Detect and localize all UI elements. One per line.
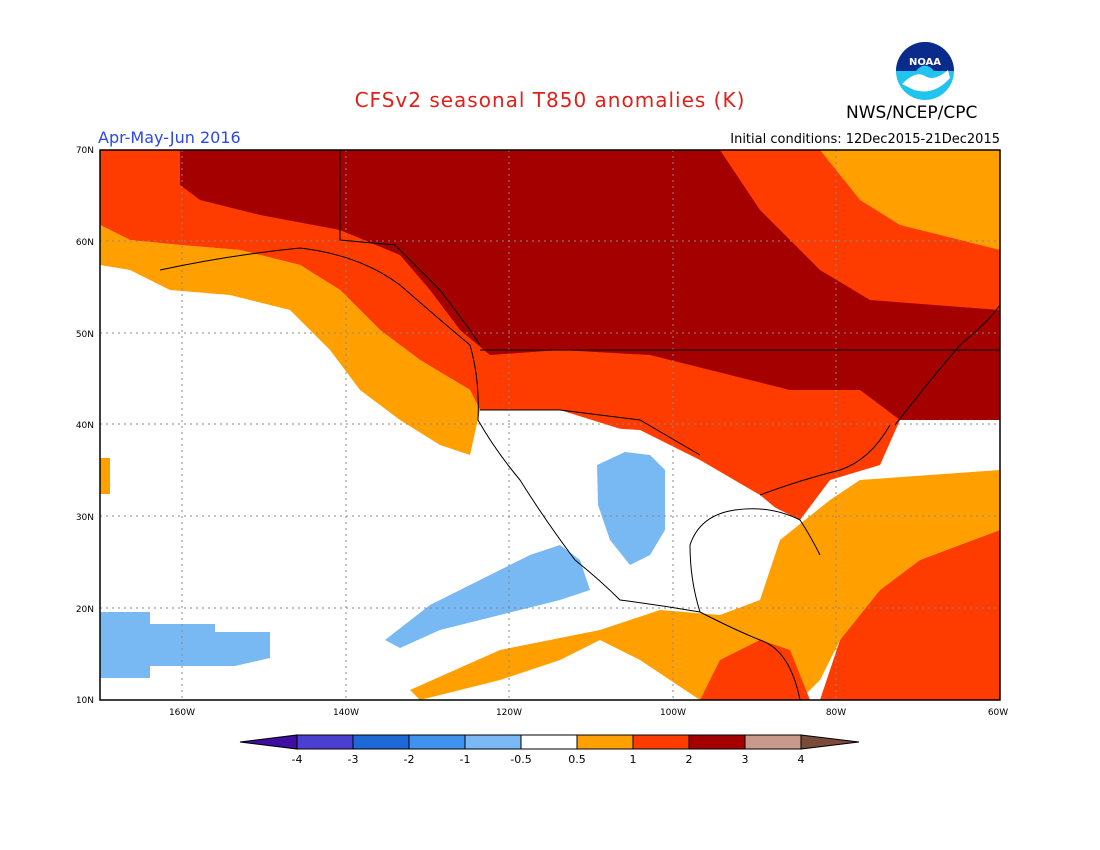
colorbar-segment	[408, 734, 466, 750]
lon-label-80w: 80W	[826, 708, 846, 718]
colorbar-tick-label: -3	[348, 753, 359, 766]
lon-label-100w: 100W	[660, 708, 686, 718]
lat-label-20: 20N	[76, 605, 94, 615]
lat-label-10: 10N	[76, 696, 94, 706]
longitude-axis: 160W 140W 120W 100W 80W 60W	[169, 708, 1008, 718]
anomaly-region-05-1-northeast	[820, 150, 1000, 250]
colorbar-segment	[520, 734, 578, 750]
lon-label-160w: 160W	[169, 708, 195, 718]
colorbar-segment	[688, 734, 746, 750]
latitude-axis: 70N 60N 50N 40N 30N 20N 10N	[76, 146, 94, 706]
map-frame	[99, 149, 1001, 701]
credit-label: NWS/NCEP/CPC	[846, 103, 978, 123]
anomaly-region-05-1-north	[100, 225, 480, 455]
colorbar-segment	[296, 734, 354, 750]
lon-label-60w: 60W	[988, 708, 1008, 718]
colorbar-segment	[744, 734, 802, 750]
cool-region-hawaii	[100, 612, 270, 678]
colorbar: -4 -3 -2 -1 -0.5 0.5 1 2 3 4	[239, 734, 860, 766]
lat-label-30: 30N	[76, 513, 94, 523]
anomaly-region-05-1-gulf	[410, 470, 1000, 700]
lat-label-50: 50N	[76, 330, 94, 340]
anomaly-region-05-1-west-edge	[100, 458, 110, 494]
noaa-logo: NOAA	[896, 42, 954, 100]
colorbar-tick-label: 1	[630, 753, 637, 766]
colorbar-tick-label: -0.5	[510, 753, 531, 766]
noaa-logo-text: NOAA	[909, 57, 941, 68]
grid-lines	[100, 150, 1000, 700]
anomaly-region-1-2-central-america	[700, 640, 810, 700]
lat-label-70: 70N	[76, 146, 94, 156]
colorbar-arrow-left	[239, 734, 298, 750]
colorbar-tick-label: 2	[686, 753, 693, 766]
colorbar-tick-label: 0.5	[568, 753, 586, 766]
colorbar-segment	[464, 734, 522, 750]
colorbar-segment	[576, 734, 634, 750]
anomaly-region-1-2-south	[820, 530, 1000, 700]
cool-region-pacific-baja	[385, 545, 590, 648]
anomaly-region-2-3-core	[180, 150, 1000, 420]
initial-conditions-label: Initial conditions: 12Dec2015-21Dec2015	[730, 132, 1000, 147]
lon-label-140w: 140W	[333, 708, 359, 718]
map-title: CFSv2 seasonal T850 anomalies (K)	[354, 88, 746, 112]
colorbar-tick-label: -4	[292, 753, 303, 766]
colorbar-tick-label: -1	[460, 753, 471, 766]
lon-label-120w: 120W	[496, 708, 522, 718]
colorbar-segment	[632, 734, 690, 750]
map-fill-layer	[100, 150, 1000, 700]
colorbar-tick-label: 3	[742, 753, 749, 766]
coastlines	[159, 150, 1001, 701]
colorbar-arrow-right	[800, 734, 860, 750]
colorbar-tick-label: 4	[798, 753, 805, 766]
colorbar-tick-label: -2	[404, 753, 415, 766]
cool-region-mexico	[597, 452, 665, 565]
lat-label-40: 40N	[76, 421, 94, 431]
lat-label-60: 60N	[76, 238, 94, 248]
colorbar-segment	[352, 734, 410, 750]
season-label: Apr-May-Jun 2016	[98, 128, 241, 147]
